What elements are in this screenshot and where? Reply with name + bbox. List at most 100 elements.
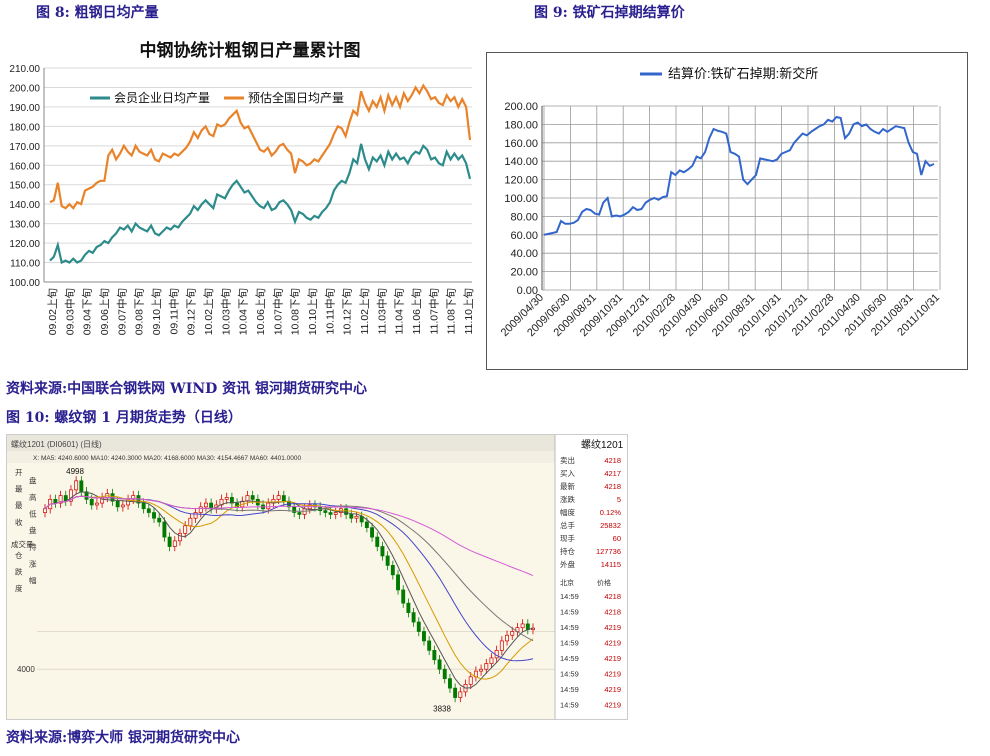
- candle-body: [276, 495, 281, 500]
- quote-value: 14115: [601, 560, 621, 569]
- candle-body: [120, 504, 125, 508]
- candle-body: [43, 508, 47, 513]
- candle-body: [525, 623, 530, 630]
- x-tick-label: 10.12下旬: [341, 288, 354, 335]
- y-tick-label: 140.00: [504, 156, 538, 168]
- candle-body: [167, 536, 172, 547]
- candle-body: [131, 495, 136, 500]
- ma-legend: X: MA5: 4240.6000 MA10: 4240.3000 MA20: …: [33, 455, 302, 462]
- tick-time: 14:59: [560, 623, 579, 632]
- quote-label: 卖出: [560, 455, 575, 465]
- candle-body: [442, 668, 447, 680]
- candle-body: [432, 650, 437, 661]
- candle-body: [401, 589, 406, 604]
- rebar-futures-kline-chart: 螺纹1201 (DI0601) (日线) X: MA5: 4240.6000 MA…: [6, 434, 628, 720]
- candle-body: [178, 532, 182, 542]
- candle-body: [344, 508, 349, 515]
- y-tick-label: 170.00: [9, 142, 40, 153]
- row-label: 涨: [29, 558, 37, 568]
- candle-body: [370, 527, 375, 538]
- candle-body: [328, 512, 333, 515]
- quote-label: 外盘: [560, 559, 575, 569]
- ma-legend-bar: [7, 451, 627, 463]
- candle-body: [375, 536, 380, 547]
- legend-label-1: 预估全国日均产量: [248, 90, 344, 105]
- candle-body: [406, 602, 411, 613]
- candle-body: [74, 480, 79, 491]
- x-tick-label: 09.06上旬: [98, 288, 111, 335]
- candle-body: [172, 540, 177, 547]
- tick-time: 14:59: [560, 701, 579, 710]
- quote-value: 0.12%: [600, 508, 622, 517]
- x-tick-label: 09.07中旬: [115, 288, 128, 335]
- quote-label: 持仓: [560, 546, 575, 556]
- candle-body: [489, 657, 494, 664]
- row-label: 低: [29, 509, 37, 519]
- quote-value: 60: [613, 534, 621, 543]
- candle-body: [499, 640, 504, 651]
- x-tick-label: 10.10上旬: [306, 288, 319, 335]
- x-tick-label: 10.04下旬: [237, 288, 250, 335]
- y-tick-label: 200.00: [504, 101, 538, 113]
- candle-body: [79, 480, 84, 493]
- y-tick-label: 0.00: [517, 285, 538, 297]
- x-tick-label: 11.03中旬: [375, 288, 388, 335]
- candle-body: [183, 525, 188, 534]
- tick-time: 14:59: [560, 654, 579, 663]
- row-label: 仓: [15, 550, 23, 560]
- row-label: 盘: [29, 475, 37, 485]
- candle-body: [297, 512, 302, 515]
- candle-body: [354, 515, 359, 519]
- candle-body: [69, 489, 73, 502]
- legend-label: 结算价:铁矿石掉期:新交所: [668, 66, 818, 81]
- source-note-2: 资料来源:博弈大师 银河期货研究中心: [6, 730, 241, 746]
- y-tick-label: 4000: [17, 665, 35, 674]
- candle-body: [447, 678, 452, 689]
- quote-value: 127736: [596, 547, 621, 556]
- x-tick-label: 11.07中旬: [427, 288, 440, 335]
- candle-body: [458, 691, 463, 698]
- tick-price: 4218: [604, 592, 621, 601]
- quote-label: 买入: [560, 469, 575, 478]
- tick-time: 14:59: [560, 608, 579, 617]
- candle-body: [453, 687, 458, 698]
- candle-body: [520, 623, 525, 629]
- candle-body: [58, 495, 63, 504]
- candle-body: [193, 512, 198, 519]
- y-tick-label: 100.00: [9, 278, 40, 289]
- candle-body: [349, 514, 354, 519]
- candle-body: [468, 676, 473, 685]
- candle-body: [281, 495, 286, 502]
- row-label: 开: [15, 468, 23, 477]
- candle-body: [323, 510, 328, 513]
- candle-body: [53, 498, 58, 504]
- y-tick-label: 160.00: [504, 138, 538, 150]
- candle-body: [224, 497, 229, 500]
- quote-label: 幅度: [560, 507, 575, 517]
- tick-price: 4219: [604, 701, 621, 710]
- y-tick-label: 150.00: [9, 181, 40, 192]
- quote-value: 25832: [600, 521, 621, 530]
- row-label: 收: [15, 517, 23, 527]
- candle-body: [89, 498, 94, 506]
- x-tick-label: 09.03中旬: [63, 288, 76, 335]
- figure-8-caption: 图 8: 粗钢日均产量: [36, 5, 159, 21]
- chart-bg: [7, 435, 627, 719]
- candle-body: [396, 574, 400, 591]
- legend-label-0: 会员企业日均产量: [114, 90, 210, 105]
- x-tick-label: 09.12下旬: [185, 288, 198, 335]
- tick-price: 4219: [604, 654, 621, 663]
- row-label: 最: [15, 501, 23, 510]
- quote-value: 5: [617, 495, 621, 504]
- iron-ore-swap-price-chart: 200.00 180.00 160.00 140.00 120.00 100.00 80.0…: [486, 52, 968, 370]
- quote-label: 现手: [560, 533, 575, 543]
- candle-body: [162, 521, 167, 538]
- candle-body: [380, 546, 385, 557]
- chart-header-bar: [7, 435, 627, 451]
- candle-body: [427, 640, 432, 651]
- tick-price: 4219: [604, 639, 621, 648]
- candle-body: [411, 612, 416, 623]
- candle-body: [115, 500, 120, 508]
- source-note-1: 资料来源:中国联合钢铁网 WIND 资讯 银河期货研究中心: [6, 381, 367, 397]
- x-tick-label: 10.03中旬: [219, 288, 232, 335]
